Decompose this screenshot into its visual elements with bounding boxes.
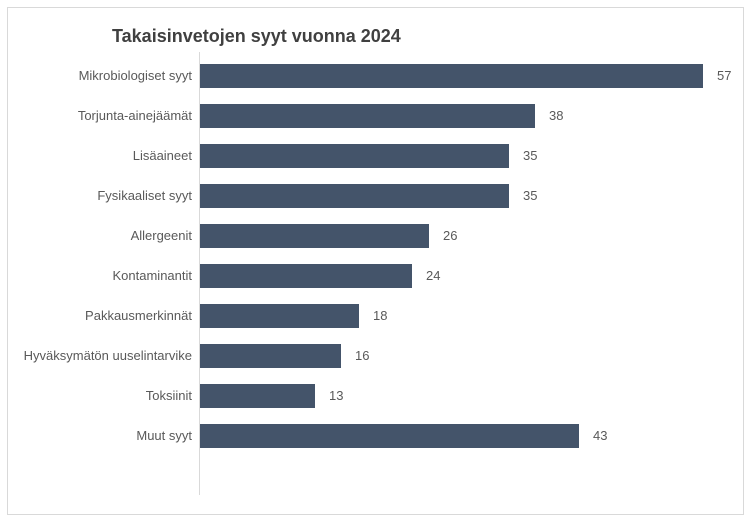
bar [200,224,429,248]
category-label: Muut syyt [136,428,192,443]
value-label: 24 [426,268,441,283]
category-label: Mikrobiologiset syyt [78,68,192,83]
bar [200,64,703,88]
value-label: 18 [373,308,388,323]
category-label: Hyväksymätön uuselintarvike [23,348,192,363]
category-label: Pakkausmerkinnät [85,308,192,323]
category-label: Allergeenit [130,228,192,243]
bar [200,184,509,208]
value-label: 13 [329,388,344,403]
bar [200,384,315,408]
category-axis-line [199,52,200,495]
value-label: 38 [549,108,564,123]
category-label: Toksiinit [145,388,192,403]
value-label: 43 [593,428,608,443]
value-label: 35 [523,148,538,163]
bar [200,104,535,128]
value-label: 57 [717,68,732,83]
value-label: 26 [443,228,458,243]
value-label: 35 [523,188,538,203]
bar [200,344,341,368]
bar [200,144,509,168]
chart-title: Takaisinvetojen syyt vuonna 2024 [112,26,401,46]
bar [200,264,412,288]
category-label: Kontaminantit [112,268,193,283]
category-label: Fysikaaliset syyt [97,188,192,203]
value-label: 16 [355,348,370,363]
bar [200,424,579,448]
category-label: Lisäaineet [132,148,192,163]
bar [200,304,359,328]
category-label: Torjunta-ainejäämät [77,108,192,123]
